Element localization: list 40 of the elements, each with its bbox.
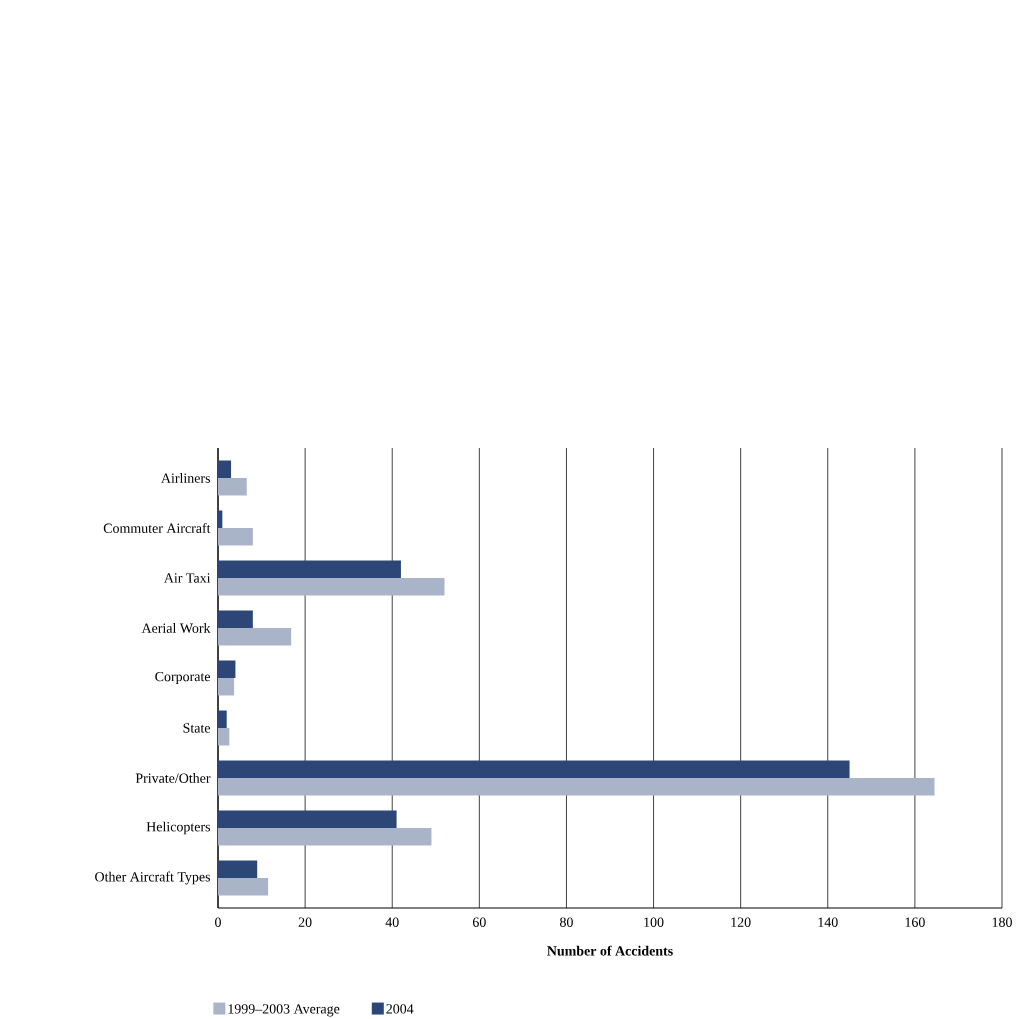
x-tick-label: 100 [644,917,664,927]
bar [218,628,292,646]
bar [218,860,258,879]
y-tick-label: Other Aircraft Types [95,871,211,885]
bar [218,828,432,846]
bar [218,560,401,579]
bar [218,778,935,796]
y-tick-label: State [183,723,211,733]
bar [218,610,253,629]
y-tick-label: Private/Other [135,773,211,783]
bar [218,810,397,829]
x-tick-label: 20 [298,917,312,927]
x-tick-label: 60 [472,917,486,927]
bar [218,528,253,546]
bar [218,710,227,729]
x-tick-label: 120 [731,917,751,927]
bar [218,660,236,679]
x-tick-label: 0 [215,917,221,927]
y-tick-label: Commuter Aircraft [103,523,211,534]
y-tick-label: Air Taxi [163,573,211,583]
x-tick-label: 140 [818,917,838,927]
bar [218,478,247,496]
x-axis-title: Number of Accidents [547,945,673,956]
y-tick-label: Aerial Work [141,623,211,633]
legend-label: 1999–2003 Average [228,1004,340,1017]
bar [218,728,230,746]
bar [218,510,223,529]
bar [218,460,232,479]
y-tick-label: Airliners [161,473,210,483]
x-tick-label: 160 [905,917,925,927]
bar [218,578,445,596]
legend-label: 2004 [386,1004,414,1014]
y-tick-label: Helicopters [146,821,210,835]
x-tick-label: 40 [385,917,399,927]
bar [218,760,850,779]
bar [218,878,269,896]
bar [218,678,235,696]
y-tick-label: Corporate [155,671,211,685]
x-tick-label: 80 [560,917,573,927]
x-tick-label: 180 [992,917,1012,927]
